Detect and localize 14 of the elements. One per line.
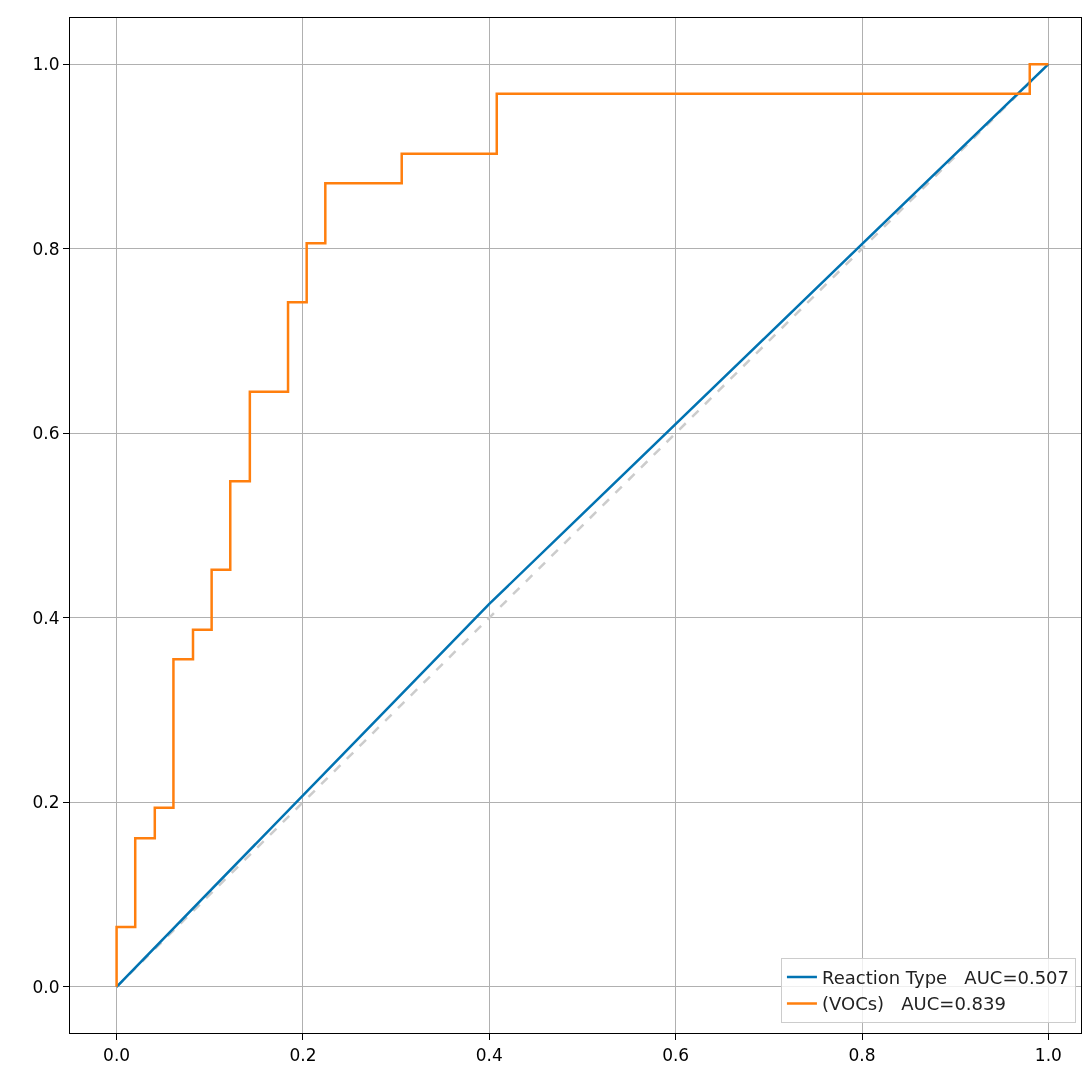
y-tick-label: 0.2 [32,792,60,813]
x-tick-label: 0.8 [848,1044,876,1065]
x-tick-label: 0.0 [103,1044,131,1065]
y-tick-label: 0.8 [32,238,60,259]
y-tick-label: 0.4 [32,607,60,628]
x-tick-label: 0.6 [662,1044,690,1065]
x-tick-label: 0.4 [475,1044,503,1065]
y-tick-label: 0.6 [32,423,60,444]
y-tick-label: 1.0 [32,54,60,75]
x-tick-label: 0.2 [289,1044,317,1065]
x-tick-label: 1.0 [1034,1044,1062,1065]
legend-label: Reaction Type AUC=0.507 [821,967,1070,989]
y-tick-label: 0.0 [32,976,60,997]
legend-label: (VOCs) AUC=0.839 [821,993,1006,1015]
